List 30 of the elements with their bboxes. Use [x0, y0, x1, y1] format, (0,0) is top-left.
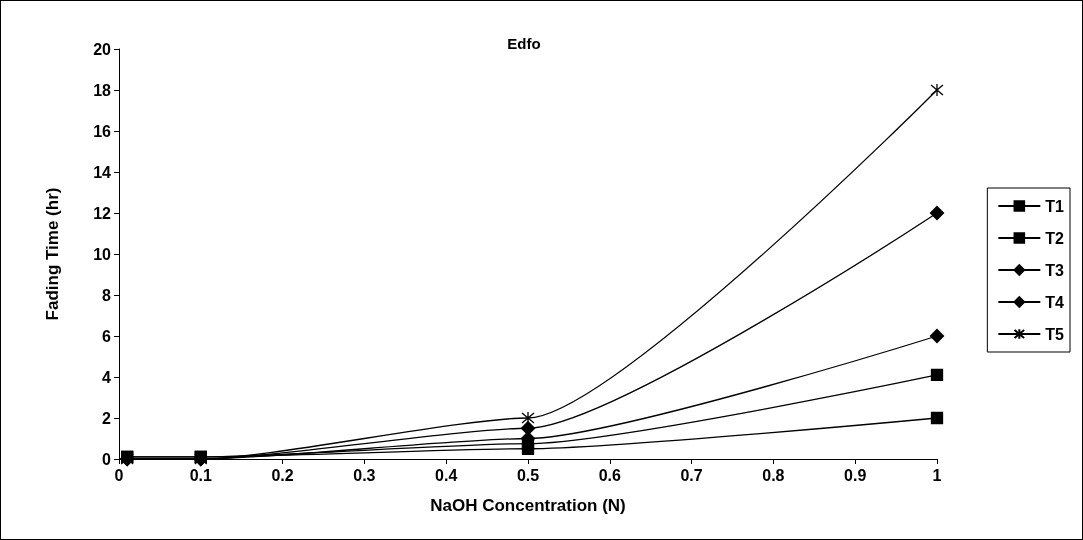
x-tick-label: 0.8: [762, 466, 785, 484]
y-tick-label: 10: [93, 245, 112, 263]
y-tick-label: 20: [93, 40, 112, 58]
x-tick-label: 0.2: [271, 466, 294, 484]
x-tick-label: 0: [114, 466, 124, 484]
x-tick-label: 0.1: [189, 466, 213, 484]
x-tick-label: 1: [932, 466, 942, 484]
y-tick-label: 4: [102, 368, 112, 386]
y-tick-label: 16: [93, 122, 112, 140]
legend-label: T5: [1045, 325, 1065, 343]
x-tick-label: 0.4: [435, 466, 458, 484]
y-axis-title: Fading Time (hr): [43, 187, 62, 321]
y-tick-label: 6: [102, 327, 112, 345]
legend-label: T2: [1045, 229, 1065, 247]
y-tick-label: 18: [93, 81, 112, 99]
y-tick-label: 8: [102, 286, 112, 304]
x-tick-label: 0.6: [598, 466, 622, 484]
y-tick-label: 14: [93, 163, 112, 181]
y-tick-label: 2: [102, 409, 112, 427]
x-tick-label: 0.7: [680, 466, 703, 484]
x-tick-label: 0.9: [844, 466, 867, 484]
x-axis-title: NaOH Concentration (N): [430, 496, 626, 515]
legend-label: T4: [1045, 293, 1065, 311]
x-tick-label: 0.5: [516, 466, 540, 484]
y-tick-label: 12: [93, 204, 112, 222]
legend-label: T1: [1045, 197, 1065, 215]
x-tick-label: 0.3: [353, 466, 376, 484]
legend-label: T3: [1045, 261, 1065, 279]
y-tick-label: 0: [102, 450, 112, 468]
chart-title: Edfo: [507, 35, 541, 52]
